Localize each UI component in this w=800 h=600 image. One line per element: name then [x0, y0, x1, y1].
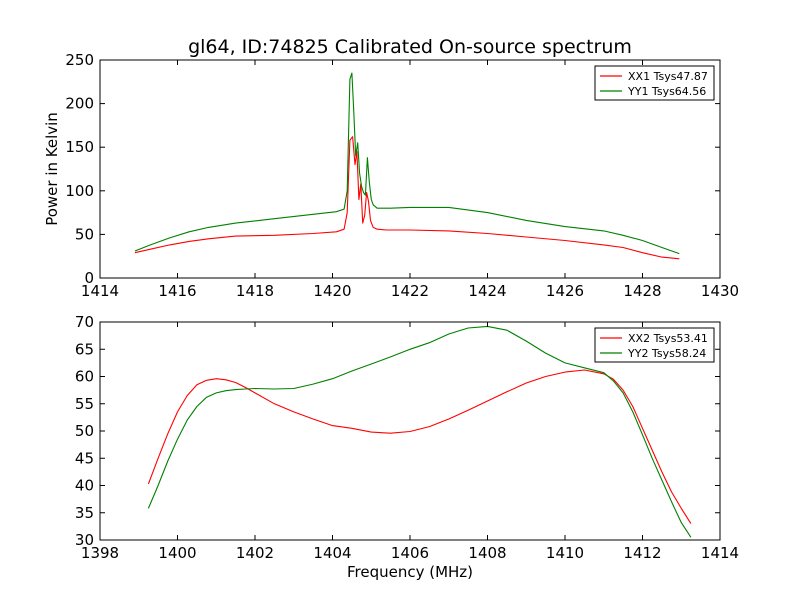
x-tick-label: 1398	[81, 544, 119, 562]
legend-label: XX2 Tsys53.41	[628, 332, 708, 345]
y-tick-label: 45	[75, 449, 94, 467]
legend-box	[594, 65, 715, 101]
legend-panel2: XX2 Tsys53.41 YY2 Tsys58.24	[594, 327, 715, 363]
y-tick-label: 70	[75, 313, 94, 331]
series-line-yy-panel1	[134, 72, 680, 255]
x-tick-label: 1430	[701, 282, 739, 300]
x-tick-label: 1418	[236, 282, 274, 300]
y-tick-label: 40	[75, 477, 94, 495]
y-tick-label: 100	[65, 182, 94, 200]
x-tick-label: 1414	[701, 544, 739, 562]
x-tick-label: 1400	[158, 544, 196, 562]
legend-label: YY1 Tsys64.56	[627, 85, 706, 98]
x-tick-label: 1410	[546, 544, 584, 562]
x-tick-label: 1426	[546, 282, 584, 300]
x-tick-label: 1416	[158, 282, 196, 300]
x-tick-label: 1420	[313, 282, 351, 300]
series-line-yy-panel2	[147, 325, 692, 538]
x-tick-label: 1406	[391, 544, 429, 562]
x-tick-label: 1404	[313, 544, 351, 562]
y-tick-label: 200	[65, 95, 94, 113]
y-tick-label: 65	[75, 340, 94, 358]
y-axis-label: Power in Kelvin	[43, 112, 61, 226]
legend-label: YY2 Tsys58.24	[627, 347, 706, 360]
y-tick-label: 50	[75, 225, 94, 243]
legend-label: XX1 Tsys47.87	[628, 70, 708, 83]
x-tick-label: 1428	[623, 282, 661, 300]
x-tick-label: 1412	[623, 544, 661, 562]
y-tick-label: 35	[75, 504, 94, 522]
y-tick-label: 30	[75, 531, 94, 549]
legend-panel1: XX1 Tsys47.87 YY1 Tsys64.56	[594, 65, 715, 101]
x-axis-label: Frequency (MHz)	[347, 563, 473, 581]
bottom-spectrum-panel: 1398 1400 1402 1404 1406 1408 1410 1412 1414 30 35…	[75, 313, 739, 562]
series-line-xx-panel2	[147, 369, 692, 524]
x-tick-label: 1424	[468, 282, 506, 300]
y-tick-label: 55	[75, 395, 94, 413]
legend-box	[594, 327, 715, 363]
x-tick-label: 1402	[236, 544, 274, 562]
y-tick-label: 50	[75, 422, 94, 440]
x-tick-label: 1422	[391, 282, 429, 300]
x-tick-label: 1414	[81, 282, 119, 300]
y-tick-label: 0	[84, 269, 94, 287]
series-line-xx-panel1	[134, 136, 680, 260]
chart-title: gl64, ID:74825 Calibrated On-source spec…	[188, 36, 632, 58]
y-tick-label: 250	[65, 51, 94, 69]
y-tick-label: 150	[65, 138, 94, 156]
top-spectrum-panel: 1414 1416 1418 1420 1422 1424 1426 1428 1430 0 50 1…	[65, 51, 739, 300]
y-tick-label: 60	[75, 368, 94, 386]
x-tick-label: 1408	[468, 544, 506, 562]
